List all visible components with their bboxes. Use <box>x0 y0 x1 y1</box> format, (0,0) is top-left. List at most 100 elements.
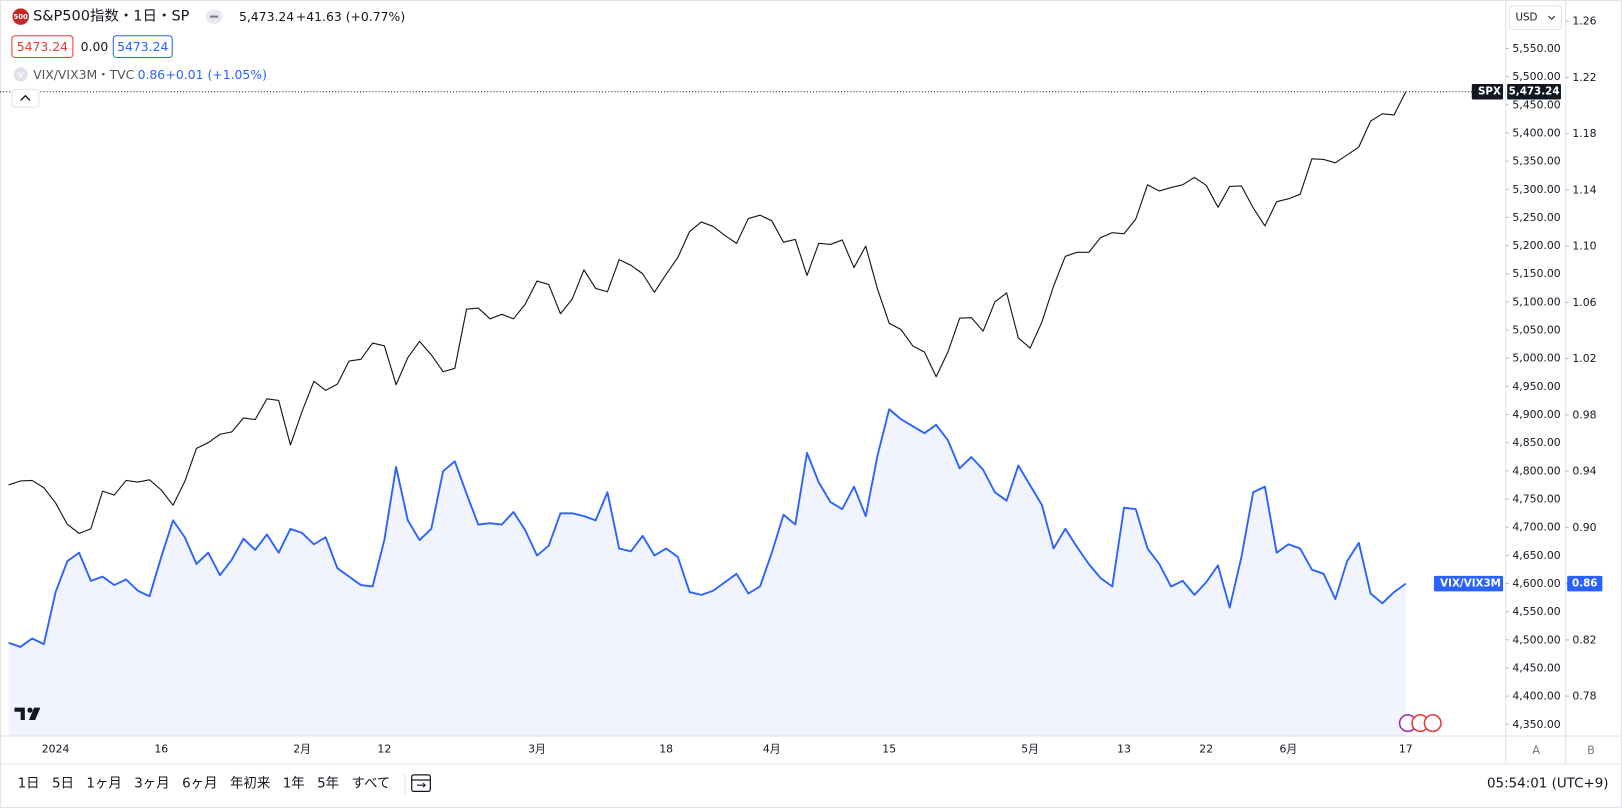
last-value-tag-bg <box>1507 83 1561 100</box>
bottom-toolbar: 05:54:01 (UTC+9) 1日 5日 1ヶ月 3ヶ月 6ヶ月 年初来 1年 5年 すべて <box>18 773 1609 795</box>
symbol-icon <box>12 8 29 25</box>
logo-part <box>14 707 25 721</box>
y-tick-label: 1.18 <box>1572 127 1596 140</box>
range-button[interactable]: 1日 <box>18 777 40 792</box>
series-name-tag: SPX <box>1478 86 1501 98</box>
currency-label: USD <box>1515 12 1537 24</box>
scale-b[interactable]: B <box>1587 743 1595 757</box>
ask: 5473.24 <box>117 39 168 54</box>
y-tick-label: 5,450.00 <box>1512 98 1560 111</box>
x-tick-label: 2024 <box>42 742 70 755</box>
overlay-icon <box>13 67 28 82</box>
clock[interactable]: 05:54:01 (UTC+9) <box>1487 777 1609 792</box>
x-tick-label: 22 <box>1199 742 1213 755</box>
y-tick-label: 5,100.00 <box>1512 295 1560 308</box>
logo-part <box>27 707 33 713</box>
y-tick-label: 4,950.00 <box>1512 380 1560 393</box>
y-tick-label: 5,550.00 <box>1512 42 1560 55</box>
y-tick-label: 0.78 <box>1572 690 1596 703</box>
last-price: 5,473.24 <box>239 9 294 24</box>
y-tick-label: 1.06 <box>1572 296 1596 309</box>
range-button[interactable]: 1年 <box>283 776 305 792</box>
y-tick-label: 0.94 <box>1572 465 1596 478</box>
y-tick-label: 1.02 <box>1572 352 1596 365</box>
symbol-title[interactable]: S&P500指数・1日・SP <box>33 8 190 25</box>
overlay-change: +0.01 (+1.05%) <box>166 67 267 82</box>
overlay-value: 0.86 <box>138 67 166 82</box>
bid: 5473.24 <box>17 39 68 54</box>
y-tick-label: 5,350.00 <box>1512 155 1560 168</box>
event-icon[interactable] <box>1423 714 1442 733</box>
series-name-tag-bg <box>1433 575 1504 592</box>
x-tick-label: 17 <box>1399 742 1413 755</box>
series-name-tag-bg <box>1471 83 1504 100</box>
y-tick-label: 4,500.00 <box>1512 633 1560 646</box>
y-tick-label: 4,850.00 <box>1512 436 1560 449</box>
calendar-arrow <box>416 782 427 788</box>
y-tick-label: 4,600.00 <box>1512 577 1560 590</box>
y-tick-label: 4,650.00 <box>1512 549 1560 562</box>
range-button[interactable]: 年初来 <box>230 776 270 792</box>
y-tick-label: 5,500.00 <box>1512 70 1560 83</box>
event-flags[interactable] <box>1398 714 1442 733</box>
scale-auto[interactable]: A <box>1532 743 1540 757</box>
y-tick-label: 5,000.00 <box>1512 352 1560 365</box>
calendar-icon <box>411 774 431 793</box>
last-value-tag: 5,473.24 <box>1509 86 1560 98</box>
plot-area <box>0 91 1506 736</box>
range-button[interactable]: 5日 <box>52 777 74 792</box>
y-tick-label: 5,250.00 <box>1512 211 1560 224</box>
y-tick-label: 4,900.00 <box>1512 408 1560 421</box>
y-tick-label: 4,800.00 <box>1512 464 1560 477</box>
y-tick-label: 0.98 <box>1572 408 1596 421</box>
y-tick-label: 1.10 <box>1572 240 1596 253</box>
x-tick-label: 3月 <box>528 742 546 755</box>
y-tick-label: 4,350.00 <box>1512 718 1560 731</box>
range-button[interactable]: 6ヶ月 <box>182 777 217 792</box>
y-tick-label: 1.26 <box>1572 15 1596 28</box>
collapse-button[interactable] <box>11 89 40 108</box>
last-value-tag: 0.86 <box>1572 578 1597 590</box>
x-tick-label: 16 <box>154 742 168 755</box>
x-tick-label: 18 <box>659 742 673 755</box>
series-area <box>8 409 1406 736</box>
series-name-tag: VIX/VIX3M <box>1440 578 1501 590</box>
range-button[interactable]: 3ヶ月 <box>134 777 169 792</box>
logo-part <box>28 707 41 721</box>
range-button[interactable]: 5年 <box>317 776 339 792</box>
header: 500 S&P500指数・1日・SP 5,473.24 +41.63 (+0.7… <box>11 8 405 108</box>
y-tick-label: 5,400.00 <box>1512 126 1560 139</box>
y-tick-label: 4,750.00 <box>1512 493 1560 506</box>
x-tick-label: 15 <box>882 742 896 755</box>
y-tick-label: 5,150.00 <box>1512 267 1560 280</box>
overlay-title[interactable]: VIX/VIX3M・TVC <box>33 67 134 82</box>
currency-select[interactable] <box>1509 5 1563 31</box>
x-tick-label: 2月 <box>293 742 311 755</box>
y-tick-label: 0.90 <box>1572 521 1596 534</box>
x-tick-label: 5月 <box>1021 742 1039 755</box>
ask-box[interactable] <box>112 35 173 58</box>
x-tick-label: 4月 <box>763 742 781 755</box>
x-tick-label: 12 <box>377 742 391 755</box>
axes: 5,550.00 5,500.00 5,450.00 5,400.00 5,350.00… <box>42 15 1597 756</box>
collapse-chevron <box>20 94 31 101</box>
bid-box[interactable] <box>11 35 74 58</box>
y-tick-label: 4,700.00 <box>1512 521 1560 534</box>
date-range-button[interactable] <box>411 774 431 793</box>
overlay-icon-text: V <box>18 71 24 80</box>
last-value-tag-bg <box>1567 575 1603 592</box>
y-tick-label: 1.14 <box>1572 183 1596 196</box>
series-line <box>8 91 1407 534</box>
y-tick-label: 4,400.00 <box>1512 690 1560 703</box>
y-tick-label: 5,050.00 <box>1512 324 1560 337</box>
range-button[interactable]: すべて <box>352 776 391 792</box>
range-button[interactable]: 1ヶ月 <box>86 777 121 792</box>
y-tick-label: 4,450.00 <box>1512 661 1560 674</box>
select-arrow <box>1548 15 1556 20</box>
y-tick-label: 5,200.00 <box>1512 239 1560 252</box>
y-tick-label: 1.22 <box>1572 71 1596 84</box>
symbol-icon-text: 500 <box>14 13 28 21</box>
